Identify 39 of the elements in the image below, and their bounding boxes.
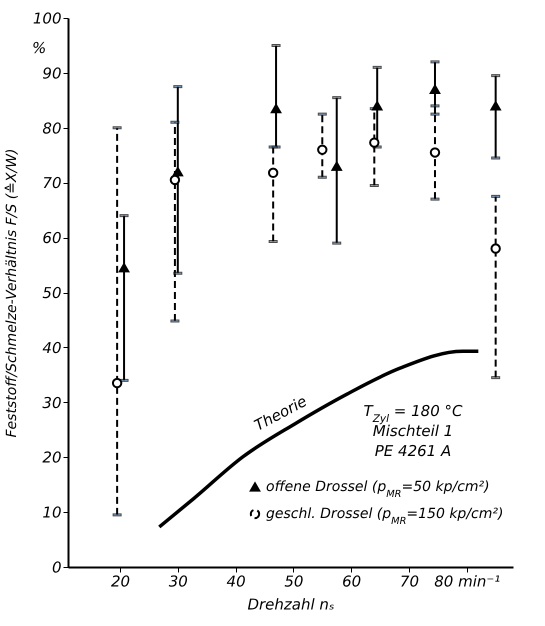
annotation: T$_{Zyl}$ = 180 °C [364,402,464,425]
y-tick-label: 0 [52,558,62,576]
point [332,162,342,171]
x-tick-label: 60 [342,572,362,590]
y-tick-label: 50 [42,284,62,302]
x-tick-label: 50 [284,572,304,590]
y-tick-label: 90 [42,64,62,82]
text: % [32,39,46,57]
point [490,243,501,254]
point [430,147,440,158]
x-tick-label: 20 [110,572,130,590]
y-tick-label: 100 [32,10,62,28]
y-tick-label: 20 [42,448,62,467]
y-tick-label: 40 [42,338,62,357]
point [118,263,130,272]
y-axis-title: Feststoff/Schmelze-Verhältnis F/S (≙X/W) [4,148,20,438]
legend-label: geschl. Drossel (p$_{MR}$=150 kp/cm²) [266,506,504,526]
point [490,101,501,110]
y-tick-label: 10 [42,504,62,522]
x-axis-title: Drehzahl nₛ [247,596,335,614]
point [170,174,180,186]
annotation: PE 4261 A [374,442,452,460]
y-tick-label: 30 [42,394,62,412]
point [112,378,122,388]
point [369,137,380,148]
x-tick-label: 30 [168,572,188,590]
point [317,144,328,155]
x-tick-label: 80 min⁻¹ [434,572,500,590]
point [172,167,183,176]
y-tick-label: 60 [42,229,62,248]
y-tick-label: 70 [42,174,62,192]
y-tick-label: 80 [42,119,62,138]
x-tick-label: 70 [400,572,420,590]
point [268,168,278,178]
point [270,104,282,114]
point [430,84,440,94]
legend-label: offene Drossel (p$_{MR}$=50 kp/cm²) [266,479,490,500]
x-tick-label: 40 [226,572,246,590]
point [372,101,382,110]
